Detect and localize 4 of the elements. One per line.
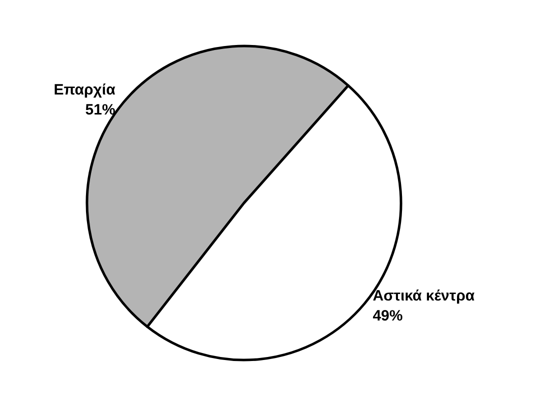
data-label: 49% — [372, 308, 403, 325]
slice-label: Επαρχία — [54, 81, 116, 98]
data-label: 51% — [85, 101, 116, 118]
slice-label: Αστικά κέντρα — [372, 288, 476, 305]
